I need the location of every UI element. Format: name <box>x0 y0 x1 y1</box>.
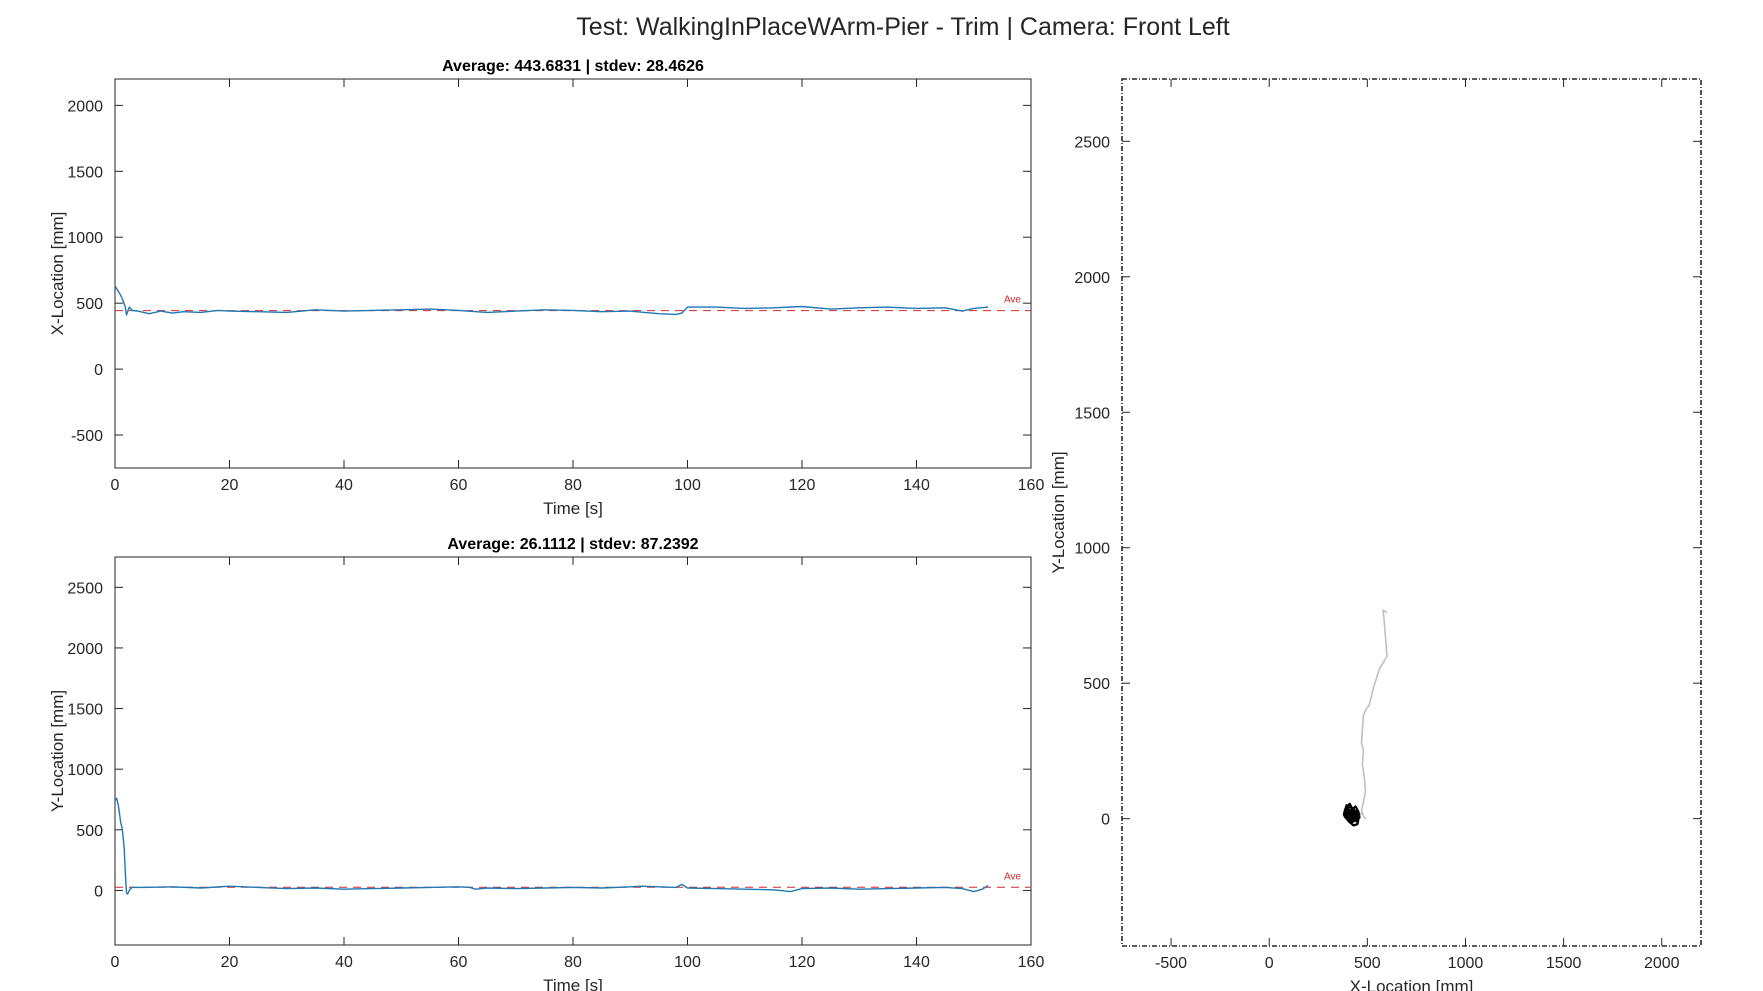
x-axis-label-time: Time [s] <box>543 976 603 991</box>
x-tick-label: 80 <box>564 477 582 494</box>
series-line <box>115 285 989 316</box>
x-tick-label: 40 <box>335 954 353 971</box>
x-tick-label: 140 <box>903 477 930 494</box>
y-tick-label: 2500 <box>1074 134 1110 151</box>
y-tick-label: 1500 <box>67 164 103 181</box>
y-location-time-plot: Average: 26.1112 | stdev: 87.2392 Time [… <box>48 536 1044 991</box>
x-axis-label-time: Time [s] <box>543 499 603 518</box>
average-label: Ave <box>1004 295 1021 306</box>
x-tick-label: 2000 <box>1644 955 1680 972</box>
x-tick-label: 20 <box>221 954 239 971</box>
x-tick-label: 1500 <box>1546 955 1582 972</box>
x-tick-label: 120 <box>789 477 816 494</box>
y-tick-label: 2000 <box>67 98 103 115</box>
y-axis-label-y-location: Y-Location [mm] <box>48 690 67 812</box>
subplot-title-x: Average: 443.6831 | stdev: 28.4626 <box>442 58 704 75</box>
x-tick-label: 60 <box>450 477 468 494</box>
y-tick-label: 500 <box>1083 676 1110 693</box>
y-tick-label: 0 <box>94 883 103 900</box>
x-tick-label: 80 <box>564 954 582 971</box>
y-tick-label: 1000 <box>1074 541 1110 558</box>
x-tick-label: 60 <box>450 954 468 971</box>
x-tick-label: 160 <box>1018 954 1045 971</box>
x-tick-label: 120 <box>789 954 816 971</box>
y-tick-label: 2000 <box>1074 270 1110 287</box>
y-tick-label: 2500 <box>67 580 103 597</box>
figure-title: Test: WalkingInPlaceWArm-Pier - Trim | C… <box>576 13 1229 41</box>
x-tick-label: -500 <box>1155 955 1187 972</box>
trajectory-cluster-core <box>1343 808 1360 821</box>
x-axis-label-x-location: X-Location [mm] <box>1350 977 1474 991</box>
y-axis-label-y-location: Y-Location [mm] <box>1049 451 1068 573</box>
average-label: Ave <box>1004 871 1021 882</box>
x-tick-label: 100 <box>674 954 701 971</box>
x-tick-label: 0 <box>111 477 120 494</box>
x-tick-label: 140 <box>903 954 930 971</box>
x-tick-label: 0 <box>1265 955 1274 972</box>
x-location-time-plot: Average: 443.6831 | stdev: 28.4626 Time … <box>48 58 1044 518</box>
x-tick-label: 1000 <box>1448 955 1484 972</box>
y-tick-label: 0 <box>1101 812 1110 829</box>
x-tick-label: 0 <box>111 954 120 971</box>
xy-trajectory-plot: X-Location [mm] Y-Location [mm] -500 0 500… <box>1049 78 1702 991</box>
y-tick-label: 500 <box>76 296 103 313</box>
y-tick-label: 2000 <box>67 641 103 658</box>
y-tick-label: 0 <box>94 362 103 379</box>
x-tick-label: 40 <box>335 477 353 494</box>
x-tick-label: 160 <box>1018 477 1045 494</box>
y-tick-label: 1500 <box>67 702 103 719</box>
x-tick-label: 100 <box>674 477 701 494</box>
y-tick-label: 1000 <box>67 230 103 247</box>
y-tick-label: 1000 <box>67 762 103 779</box>
subplot-title-y: Average: 26.1112 | stdev: 87.2392 <box>447 536 698 553</box>
x-tick-label: 20 <box>221 477 239 494</box>
y-tick-label: 500 <box>76 823 103 840</box>
series-line <box>115 797 989 895</box>
y-tick-label: -500 <box>71 428 103 445</box>
y-tick-label: 1500 <box>1074 405 1110 422</box>
y-axis-label-x-location: X-Location [mm] <box>48 212 67 336</box>
axes-frame <box>1121 78 1702 947</box>
x-tick-label: 500 <box>1354 955 1381 972</box>
